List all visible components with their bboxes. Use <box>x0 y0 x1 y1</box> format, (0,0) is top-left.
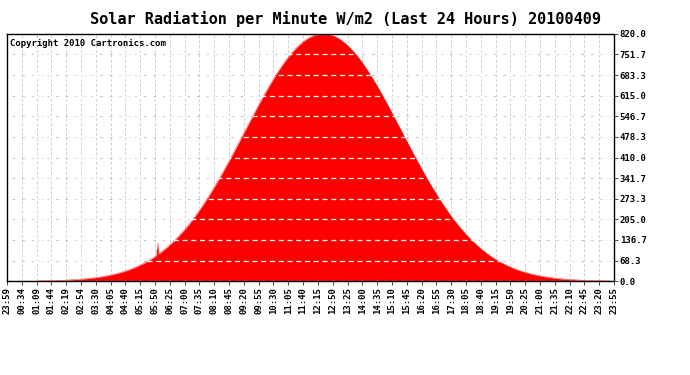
Text: Solar Radiation per Minute W/m2 (Last 24 Hours) 20100409: Solar Radiation per Minute W/m2 (Last 24… <box>90 11 600 27</box>
Text: Copyright 2010 Cartronics.com: Copyright 2010 Cartronics.com <box>10 39 166 48</box>
